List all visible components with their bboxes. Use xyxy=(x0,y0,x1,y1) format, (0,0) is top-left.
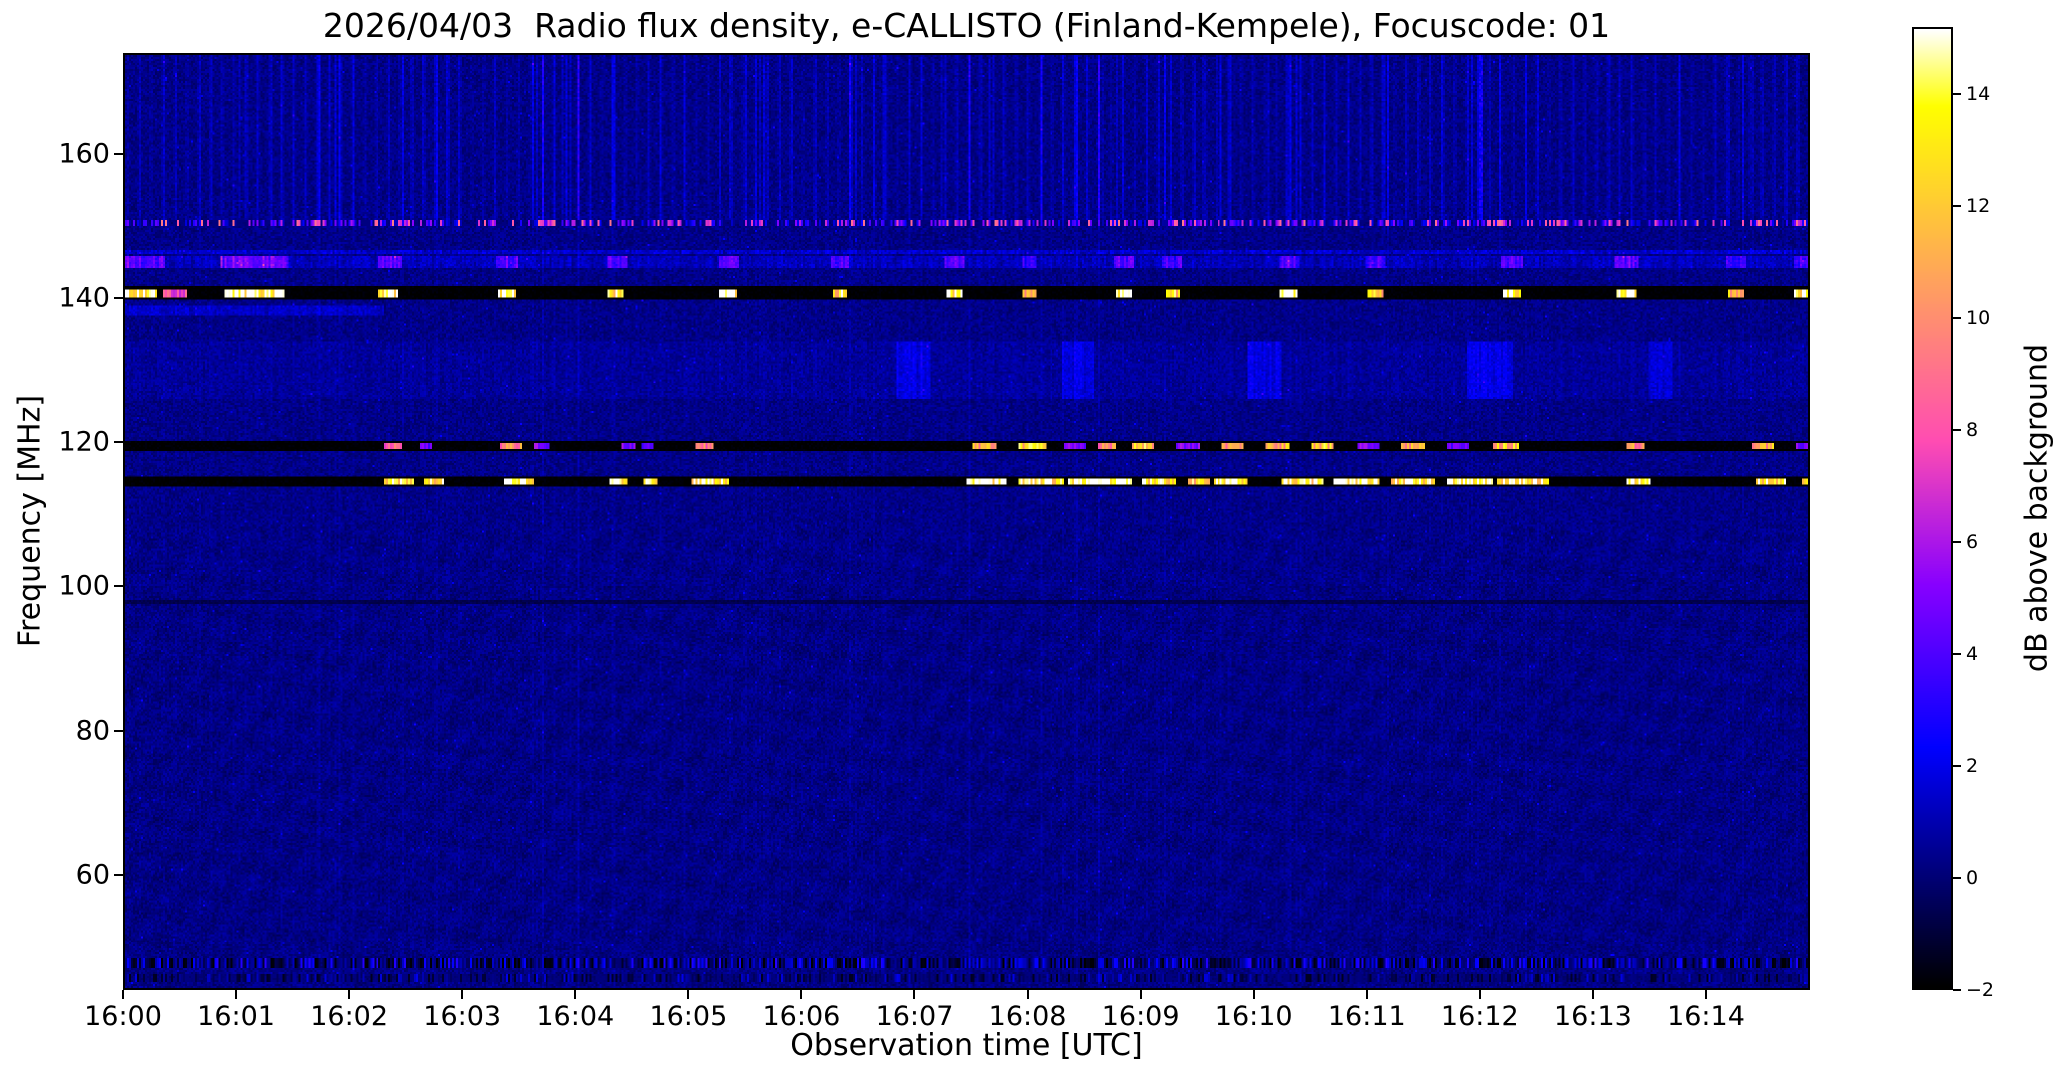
x-axis-label: Observation time [UTC] xyxy=(790,1028,1143,1063)
x-tick-mark xyxy=(235,990,238,999)
x-tick-label: 16:00 xyxy=(84,1001,162,1032)
y-tick-mark xyxy=(114,441,123,444)
x-tick-mark xyxy=(1139,990,1142,999)
y-tick-label: 100 xyxy=(58,570,110,602)
colorbar-tick-label: 2 xyxy=(1966,755,1979,778)
colorbar-canvas xyxy=(1914,29,1951,988)
x-tick-label: 16:05 xyxy=(649,1001,728,1032)
y-tick-label: 80 xyxy=(75,715,110,747)
colorbar-tick-label: 14 xyxy=(1966,83,1991,106)
x-tick-label: 16:06 xyxy=(762,1001,841,1032)
x-tick-mark xyxy=(1478,990,1481,999)
colorbar-tick-mark xyxy=(1953,541,1961,544)
x-tick-label: 16:12 xyxy=(1440,1001,1519,1032)
chart-title: 2026/04/03 Radio flux density, e-CALLIST… xyxy=(322,6,1611,45)
y-axis-label: Frequency [MHz] xyxy=(12,394,48,648)
colorbar-tick-label: −2 xyxy=(1966,979,1995,1001)
y-tick-mark xyxy=(114,585,123,588)
y-tick-mark xyxy=(114,729,123,732)
spectrogram-canvas xyxy=(125,55,1808,988)
colorbar-tick-mark xyxy=(1953,989,1961,991)
spectrogram-plot xyxy=(123,53,1810,990)
x-tick-label: 16:07 xyxy=(875,1001,954,1032)
x-tick-mark xyxy=(1365,990,1368,999)
colorbar-tick-mark xyxy=(1953,93,1961,96)
x-tick-mark xyxy=(913,990,916,999)
y-tick-label: 140 xyxy=(58,282,110,314)
colorbar-tick-label: 8 xyxy=(1966,419,1979,442)
colorbar-tick-mark xyxy=(1953,877,1961,880)
x-tick-label: 16:02 xyxy=(310,1001,389,1032)
colorbar-tick-mark xyxy=(1953,653,1961,656)
x-tick-label: 16:10 xyxy=(1214,1001,1293,1032)
colorbar-tick-label: 12 xyxy=(1966,195,1991,218)
y-tick-mark xyxy=(114,873,123,876)
colorbar-tick-label: 10 xyxy=(1966,307,1991,330)
y-tick-label: 60 xyxy=(75,859,110,891)
x-tick-mark xyxy=(348,990,351,999)
x-tick-mark xyxy=(1591,990,1594,999)
x-tick-mark xyxy=(461,990,464,999)
y-tick-label: 120 xyxy=(58,426,110,458)
colorbar-tick-label: 4 xyxy=(1966,643,1979,666)
y-tick-mark xyxy=(114,297,123,300)
x-tick-mark xyxy=(574,990,577,999)
y-tick-label: 160 xyxy=(58,138,110,170)
x-tick-label: 16:13 xyxy=(1553,1001,1632,1032)
x-tick-mark xyxy=(800,990,803,999)
x-tick-label: 16:11 xyxy=(1327,1001,1406,1032)
x-tick-label: 16:04 xyxy=(536,1001,615,1032)
y-tick-mark xyxy=(114,152,123,155)
x-tick-mark xyxy=(122,990,124,999)
colorbar-tick-label: 0 xyxy=(1966,867,1979,890)
x-tick-mark xyxy=(1026,990,1029,999)
colorbar-tick-label: 6 xyxy=(1966,531,1979,554)
x-tick-label: 16:08 xyxy=(988,1001,1067,1032)
colorbar-tick-mark xyxy=(1953,205,1961,208)
x-tick-label: 16:03 xyxy=(423,1001,502,1032)
x-tick-mark xyxy=(1704,990,1707,999)
x-tick-label: 16:14 xyxy=(1667,1001,1745,1032)
colorbar-tick-mark xyxy=(1953,429,1961,432)
colorbar-label: dB above background xyxy=(2019,343,2055,673)
colorbar xyxy=(1912,27,1953,990)
x-tick-label: 16:09 xyxy=(1101,1001,1180,1032)
colorbar-tick-mark xyxy=(1953,765,1961,768)
x-tick-mark xyxy=(687,990,690,999)
colorbar-tick-mark xyxy=(1953,317,1961,320)
x-tick-label: 16:01 xyxy=(197,1001,275,1032)
x-tick-mark xyxy=(1252,990,1255,999)
